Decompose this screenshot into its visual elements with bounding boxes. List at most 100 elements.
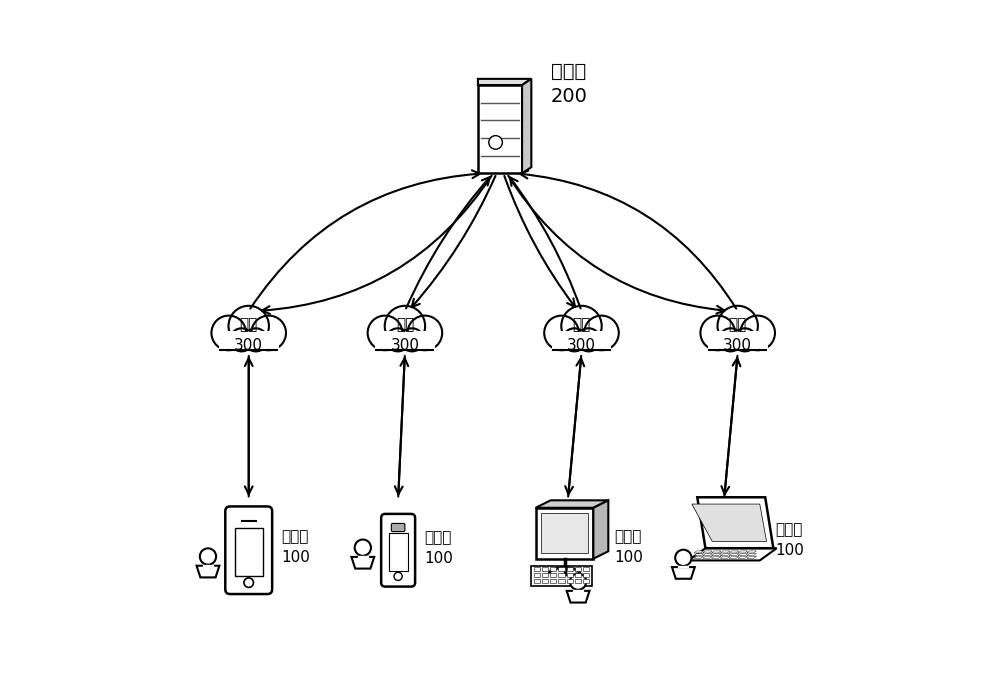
FancyBboxPatch shape xyxy=(542,567,548,571)
Circle shape xyxy=(355,540,371,556)
Polygon shape xyxy=(694,551,703,553)
Polygon shape xyxy=(672,567,695,579)
Circle shape xyxy=(408,315,442,350)
Text: 网络: 网络 xyxy=(729,317,747,332)
Text: 300: 300 xyxy=(723,337,752,353)
Bar xyxy=(375,333,435,351)
Polygon shape xyxy=(738,556,748,559)
FancyBboxPatch shape xyxy=(583,579,589,584)
Text: 网络: 网络 xyxy=(240,317,258,332)
Polygon shape xyxy=(712,551,721,553)
Circle shape xyxy=(544,315,579,350)
FancyBboxPatch shape xyxy=(558,567,565,571)
Text: 300: 300 xyxy=(567,337,596,353)
FancyBboxPatch shape xyxy=(575,579,581,584)
Text: 100: 100 xyxy=(775,543,804,558)
Text: 300: 300 xyxy=(390,337,419,353)
Text: 100: 100 xyxy=(614,550,643,565)
Circle shape xyxy=(733,328,756,351)
FancyBboxPatch shape xyxy=(381,514,415,586)
Text: 客户端: 客户端 xyxy=(424,531,451,545)
Bar xyxy=(375,331,435,351)
Polygon shape xyxy=(688,548,777,561)
Circle shape xyxy=(675,550,692,566)
Circle shape xyxy=(229,306,269,346)
Bar xyxy=(552,331,611,351)
Bar xyxy=(552,333,611,351)
FancyBboxPatch shape xyxy=(567,567,573,571)
Circle shape xyxy=(230,328,253,351)
Text: 客户端: 客户端 xyxy=(614,529,641,544)
Circle shape xyxy=(563,328,586,351)
FancyBboxPatch shape xyxy=(541,514,588,553)
Bar xyxy=(708,331,768,351)
Circle shape xyxy=(489,136,502,149)
FancyBboxPatch shape xyxy=(225,507,272,594)
Polygon shape xyxy=(738,554,748,556)
Polygon shape xyxy=(747,556,756,559)
FancyBboxPatch shape xyxy=(478,85,522,173)
FancyBboxPatch shape xyxy=(567,579,573,584)
FancyBboxPatch shape xyxy=(558,579,565,584)
Polygon shape xyxy=(720,556,730,559)
Polygon shape xyxy=(712,554,721,556)
FancyBboxPatch shape xyxy=(583,573,589,577)
Circle shape xyxy=(244,328,267,351)
Polygon shape xyxy=(694,554,703,556)
FancyBboxPatch shape xyxy=(550,567,556,571)
Text: 300: 300 xyxy=(234,337,263,353)
Polygon shape xyxy=(703,556,712,559)
Text: 网络: 网络 xyxy=(572,317,591,332)
FancyBboxPatch shape xyxy=(534,573,540,577)
Text: 服务器: 服务器 xyxy=(551,62,586,81)
Circle shape xyxy=(577,328,600,351)
Circle shape xyxy=(740,315,775,350)
FancyBboxPatch shape xyxy=(391,523,405,532)
Polygon shape xyxy=(478,79,531,85)
Bar xyxy=(219,333,279,351)
Polygon shape xyxy=(593,500,608,559)
FancyBboxPatch shape xyxy=(567,573,573,577)
Polygon shape xyxy=(712,556,721,559)
Circle shape xyxy=(401,328,424,351)
Polygon shape xyxy=(522,79,531,173)
Polygon shape xyxy=(729,551,739,553)
FancyBboxPatch shape xyxy=(542,573,548,577)
Polygon shape xyxy=(703,551,712,553)
Polygon shape xyxy=(703,554,712,556)
Text: 网络: 网络 xyxy=(396,317,414,332)
Circle shape xyxy=(385,306,425,346)
Circle shape xyxy=(368,315,402,350)
Text: 客户端: 客户端 xyxy=(281,529,309,544)
Polygon shape xyxy=(536,500,608,508)
FancyBboxPatch shape xyxy=(583,567,589,571)
Circle shape xyxy=(211,315,246,350)
FancyBboxPatch shape xyxy=(550,579,556,584)
Circle shape xyxy=(719,328,742,351)
FancyBboxPatch shape xyxy=(550,573,556,577)
Polygon shape xyxy=(720,551,730,553)
Bar xyxy=(219,331,279,351)
Circle shape xyxy=(584,315,619,350)
Polygon shape xyxy=(697,498,773,548)
Circle shape xyxy=(561,306,602,346)
Polygon shape xyxy=(694,556,703,559)
FancyBboxPatch shape xyxy=(389,534,408,571)
Circle shape xyxy=(717,306,758,346)
Circle shape xyxy=(700,315,735,350)
Circle shape xyxy=(570,574,586,590)
Circle shape xyxy=(386,328,409,351)
FancyBboxPatch shape xyxy=(542,579,548,584)
FancyBboxPatch shape xyxy=(558,573,565,577)
Polygon shape xyxy=(738,551,748,553)
Polygon shape xyxy=(692,504,767,541)
Text: 200: 200 xyxy=(551,87,588,106)
FancyBboxPatch shape xyxy=(531,565,592,586)
Polygon shape xyxy=(747,551,756,553)
FancyBboxPatch shape xyxy=(534,579,540,584)
FancyBboxPatch shape xyxy=(575,573,581,577)
FancyBboxPatch shape xyxy=(575,567,581,571)
Polygon shape xyxy=(747,554,756,556)
Polygon shape xyxy=(729,556,739,559)
Circle shape xyxy=(394,572,402,581)
